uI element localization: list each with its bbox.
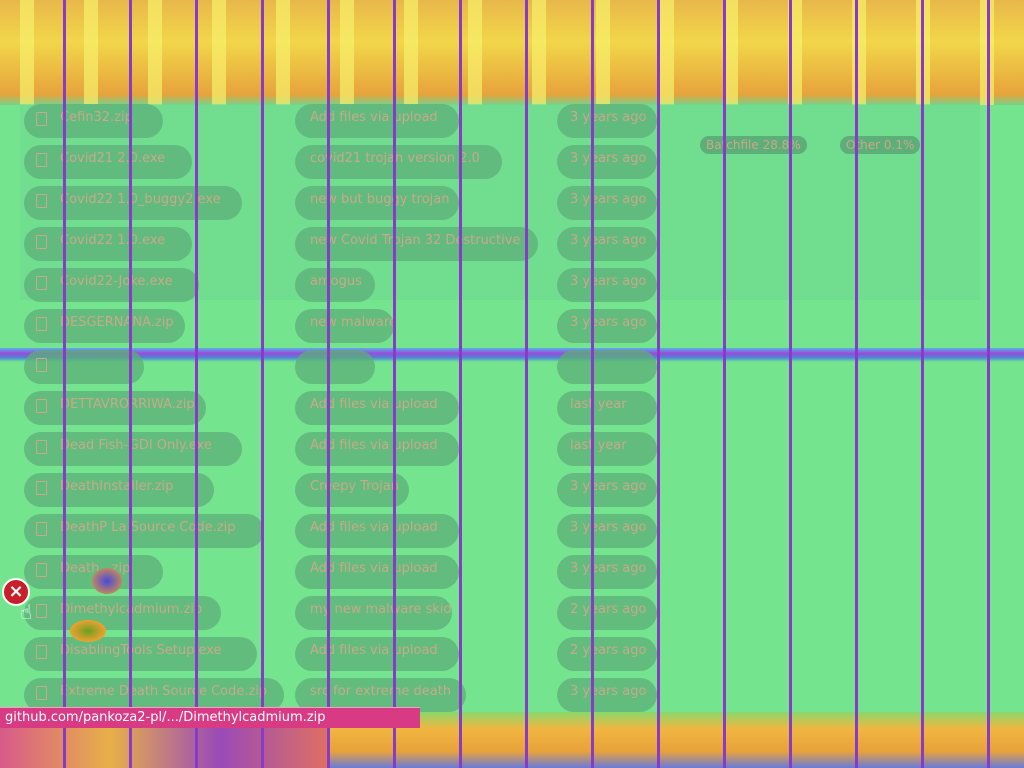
file-name-link[interactable]: DisablingTools Setup.exe xyxy=(60,643,222,658)
commit-age: 3 years ago xyxy=(570,684,647,699)
file-icon xyxy=(36,440,47,454)
file-row[interactable]: Dimethylcadmium.zip my new malware skid … xyxy=(0,596,700,630)
file-row[interactable]: Covid21 2.0.exe covid21 trojan version 2… xyxy=(0,145,700,179)
commit-message-link[interactable]: Add files via upload xyxy=(310,520,438,535)
file-icon xyxy=(36,235,47,249)
file-name-link[interactable]: Covid22-Joke.exe xyxy=(60,274,173,289)
file-icon xyxy=(36,522,47,536)
glitch-blob xyxy=(557,350,657,384)
language-batchfile[interactable]: Batchfile 28.8% xyxy=(700,136,807,154)
file-name-link[interactable]: Dead Fish-GDI Only.exe xyxy=(60,438,212,453)
commit-message-link[interactable]: covid21 trojan version 2.0 xyxy=(310,151,480,166)
commit-message-link[interactable]: Add files via upload xyxy=(310,397,438,412)
commit-age: 3 years ago xyxy=(570,479,647,494)
commit-age: 3 years ago xyxy=(570,561,647,576)
commit-message-link[interactable]: src for extreme death xyxy=(310,684,452,699)
file-icon xyxy=(36,686,47,700)
file-icon xyxy=(36,194,47,208)
commit-message-link[interactable]: new malware xyxy=(310,315,397,330)
file-name-link[interactable]: Dimethylcadmium.zip xyxy=(60,602,203,617)
close-icon[interactable]: × xyxy=(2,578,30,606)
commit-message-link[interactable]: Add files via upload xyxy=(310,110,438,125)
commit-age: 2 years ago xyxy=(570,602,647,617)
commit-age: 3 years ago xyxy=(570,315,647,330)
file-icon xyxy=(36,563,47,577)
file-icon xyxy=(36,645,47,659)
file-icon xyxy=(36,481,47,495)
language-other[interactable]: Other 0.1% xyxy=(840,136,921,154)
commit-age: 3 years ago xyxy=(570,110,647,125)
file-row[interactable]: Covid22-Joke.exe amogus 3 years ago xyxy=(0,268,700,302)
commit-message-link[interactable]: Add files via upload xyxy=(310,643,438,658)
commit-age: 3 years ago xyxy=(570,192,647,207)
file-name-link[interactable]: DeathInstaller.zip xyxy=(60,479,174,494)
commit-age: 3 years ago xyxy=(570,151,647,166)
glitched-header xyxy=(0,0,1024,105)
file-name-link[interactable]: Covid21 2.0.exe xyxy=(60,151,166,166)
commit-message-link[interactable]: Add files via upload xyxy=(310,561,438,576)
status-bar-url: github.com/pankoza2-pl/.../Dimethylcadmi… xyxy=(0,707,420,728)
file-icon xyxy=(36,317,47,331)
file-name-link[interactable]: DeathP La Source Code.zip xyxy=(60,520,236,535)
glitch-blob xyxy=(295,350,375,384)
file-row[interactable]: Covid22 1.0_buggy2.exe new but buggy tro… xyxy=(0,186,700,220)
file-row[interactable]: DeathInstaller.zip Creepy Trojan 3 years… xyxy=(0,473,700,507)
file-name-link[interactable]: Covid22 1.0.exe xyxy=(60,233,166,248)
glitched-footer xyxy=(330,712,1024,768)
commit-age: last year xyxy=(570,438,627,453)
commit-message-link[interactable]: amogus xyxy=(310,274,362,289)
file-name-link[interactable]: DETTAVRORRIWA.zip xyxy=(60,397,195,412)
commit-age: last year xyxy=(570,397,627,412)
file-icon xyxy=(36,112,47,126)
glitch-orb-icon xyxy=(70,620,106,642)
file-row[interactable]: Cefin32.zip Add files via upload 3 years… xyxy=(0,104,700,138)
file-icon xyxy=(36,276,47,290)
file-row[interactable]: DeathP La Source Code.zip Add files via … xyxy=(0,514,700,548)
commit-age: 2 years ago xyxy=(570,643,647,658)
file-name-link[interactable]: Covid22 1.0_buggy2.exe xyxy=(60,192,221,207)
file-row[interactable]: DETTAVRORRIWA.zip Add files via upload l… xyxy=(0,391,700,425)
commit-message-link[interactable]: Add files via upload xyxy=(310,438,438,453)
commit-age: 3 years ago xyxy=(570,520,647,535)
commit-message-link[interactable]: new Covid Trojan 32 Destructive xyxy=(310,233,521,248)
file-row[interactable]: DisablingTools Setup.exe Add files via u… xyxy=(0,637,700,671)
glitched-footer-left xyxy=(0,728,330,768)
file-row[interactable] xyxy=(0,350,700,384)
file-name-link[interactable]: Cefin32.zip xyxy=(60,110,133,125)
commit-age: 3 years ago xyxy=(570,233,647,248)
file-icon xyxy=(36,604,47,618)
file-name-link[interactable]: DESGERNANA.zip xyxy=(60,315,174,330)
file-icon xyxy=(36,358,47,372)
file-icon xyxy=(36,153,47,167)
file-icon xyxy=(36,399,47,413)
file-name-link[interactable]: Extreme Death Source Code.zip xyxy=(60,684,268,699)
hand-cursor-icon: ☝ xyxy=(20,600,33,624)
file-row[interactable]: Covid22 1.0.exe new Covid Trojan 32 Dest… xyxy=(0,227,700,261)
glitch-orb-icon xyxy=(92,568,122,594)
file-row[interactable]: Extreme Death Source Code.zip src for ex… xyxy=(0,678,700,712)
commit-message-link[interactable]: new but buggy trojan xyxy=(310,192,450,207)
file-row[interactable]: DESGERNANA.zip new malware 3 years ago xyxy=(0,309,700,343)
commit-message-link[interactable]: my new malware skid xyxy=(310,602,452,617)
commit-message-link[interactable]: Creepy Trojan xyxy=(310,479,400,494)
file-row[interactable]: Dead Fish-GDI Only.exe Add files via upl… xyxy=(0,432,700,466)
commit-age: 3 years ago xyxy=(570,274,647,289)
